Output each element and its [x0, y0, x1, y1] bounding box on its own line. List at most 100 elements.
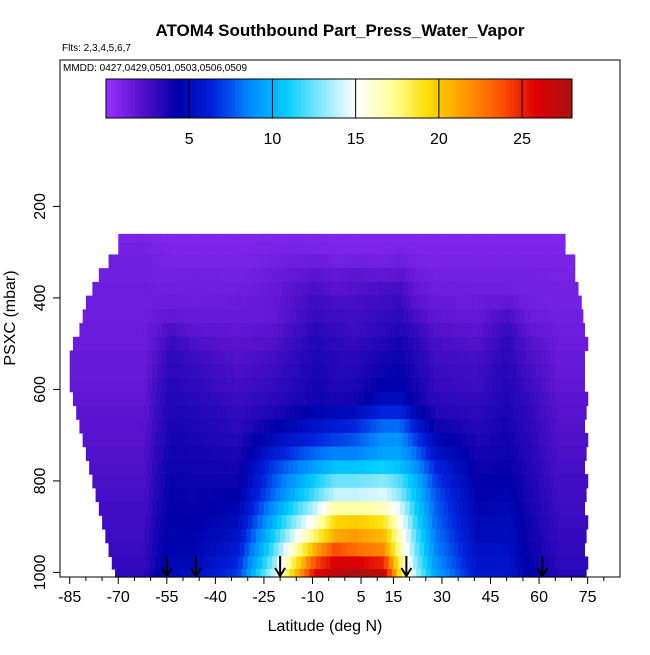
heatmap-cell	[191, 350, 197, 365]
heatmap-cell	[170, 281, 176, 297]
heatmap-cell	[325, 336, 331, 352]
heatmap-cell	[102, 515, 108, 530]
heatmap-cell	[327, 460, 333, 475]
heatmap-cell	[443, 419, 450, 434]
heatmap-cell	[448, 350, 454, 365]
heatmap-cell	[472, 419, 479, 434]
colorbar-segment	[355, 79, 361, 118]
heatmap-cell	[420, 528, 427, 544]
heatmap-cell	[297, 460, 304, 475]
heatmap-cell	[349, 281, 356, 297]
colorbar-segment	[438, 79, 444, 118]
heatmap-cell	[187, 295, 194, 310]
heatmap-cell	[351, 233, 357, 244]
heatmap-cell	[411, 405, 417, 420]
heatmap-cell	[340, 336, 346, 352]
heatmap-cell	[414, 460, 420, 475]
heatmap-cell	[383, 309, 390, 324]
heatmap-cell	[341, 233, 348, 244]
colorbar-segment	[434, 79, 440, 118]
heatmap-cell	[338, 405, 344, 420]
heatmap-cell	[472, 350, 479, 365]
heatmap-cell	[142, 268, 148, 283]
heatmap-cell	[545, 254, 552, 269]
heatmap-cell	[550, 377, 556, 393]
heatmap-cell	[409, 460, 416, 475]
colorbar-segment	[210, 79, 215, 118]
heatmap-cell	[563, 336, 569, 352]
heatmap-cell	[331, 233, 338, 244]
heatmap-cell	[471, 432, 477, 448]
heatmap-cell	[312, 243, 318, 256]
dates-annotation: MMDD: 0427,0429,0501,0503,0506,0509	[63, 63, 247, 74]
heatmap-cell	[407, 281, 414, 297]
heatmap-cell	[327, 419, 333, 434]
heatmap-cell	[509, 281, 516, 297]
heatmap-cell	[582, 432, 589, 448]
heatmap-cell	[535, 323, 542, 338]
heatmap-cell	[241, 446, 247, 461]
heatmap-cell	[142, 377, 148, 393]
heatmap-cell	[144, 528, 150, 544]
heatmap-cell	[259, 364, 265, 379]
heatmap-cell	[469, 295, 475, 310]
heatmap-cell	[427, 391, 433, 407]
heatmap-cell	[380, 542, 386, 558]
heatmap-cell	[403, 432, 409, 448]
heatmap-cell	[552, 528, 558, 544]
heatmap-cell	[267, 281, 273, 297]
heatmap-cell	[388, 391, 395, 407]
x-tick-label: -70	[107, 589, 130, 606]
heatmap-cell	[181, 419, 187, 434]
heatmap-cell	[220, 460, 226, 475]
heatmap-cell	[158, 446, 165, 461]
heatmap-cell	[501, 350, 508, 365]
heatmap-cell	[234, 460, 241, 475]
heatmap-cell	[388, 432, 395, 448]
heatmap-cell	[399, 233, 406, 244]
heatmap-cell	[263, 377, 270, 393]
heatmap-cell	[573, 391, 579, 407]
heatmap-cell	[404, 243, 411, 256]
heatmap-cell	[336, 350, 343, 365]
heatmap-cell	[485, 474, 492, 489]
heatmap-cell	[475, 391, 482, 407]
heatmap-cell	[466, 432, 472, 448]
heatmap-cell	[90, 405, 97, 420]
heatmap-cell	[545, 364, 552, 379]
heatmap-cell	[231, 568, 238, 578]
heatmap-cell	[149, 405, 155, 420]
heatmap-cell	[364, 432, 370, 448]
heatmap-cell	[165, 474, 171, 489]
heatmap-cell	[171, 364, 178, 379]
heatmap-cell	[176, 323, 182, 338]
heatmap-cell	[516, 350, 522, 365]
heatmap-cell	[458, 254, 464, 269]
heatmap-cell	[247, 474, 254, 489]
heatmap-cell	[302, 419, 309, 434]
heatmap-cell	[116, 556, 123, 570]
heatmap-cell	[537, 295, 543, 310]
heatmap-cell	[204, 432, 210, 448]
heatmap-cell	[464, 528, 471, 544]
colorbar-segment	[522, 79, 527, 118]
heatmap-cell	[524, 432, 530, 448]
heatmap-cell	[522, 528, 529, 544]
heatmap-cell	[239, 350, 246, 365]
colorbar-segment	[326, 79, 332, 118]
heatmap-cell	[247, 556, 254, 570]
heatmap-cell	[354, 474, 361, 489]
heatmap-cell	[561, 528, 568, 544]
heatmap-cell	[571, 405, 577, 420]
heatmap-cell	[383, 474, 390, 489]
heatmap-cell	[171, 254, 178, 269]
heatmap-cell	[393, 336, 399, 352]
heatmap-cell	[268, 254, 275, 269]
heatmap-cell	[160, 391, 166, 407]
heatmap-cell	[344, 309, 351, 324]
heatmap-cell	[372, 528, 378, 544]
heatmap-cell	[440, 487, 446, 503]
heatmap-cell	[111, 336, 118, 352]
colorbar-segment	[289, 79, 294, 118]
heatmap-cell	[192, 487, 199, 503]
